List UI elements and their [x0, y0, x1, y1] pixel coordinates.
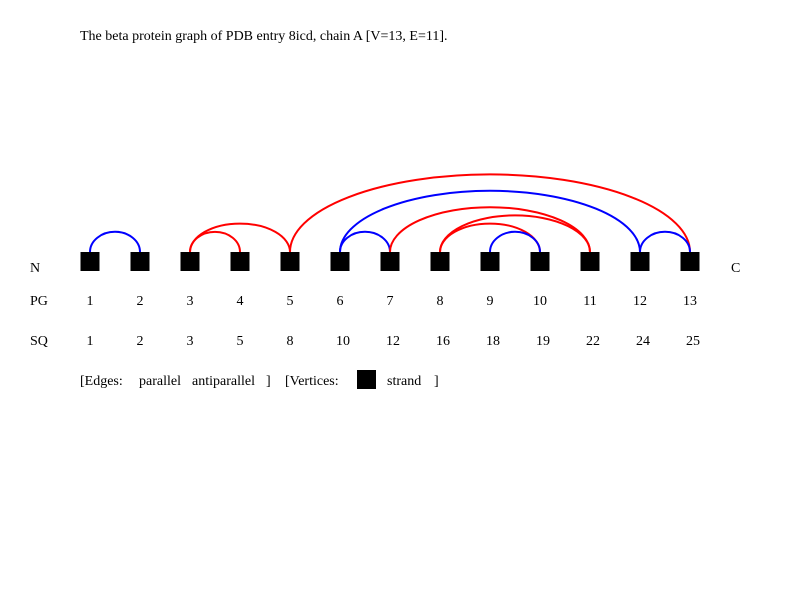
strand-vertex-10 [530, 252, 550, 271]
vertices-layer [80, 252, 700, 271]
sq-label-10: 19 [536, 334, 550, 349]
pg-label-2: 2 [137, 294, 144, 309]
strand-vertex-9 [480, 252, 500, 271]
sq-label-12: 24 [636, 334, 650, 349]
legend-strand-label: strand [387, 374, 421, 389]
sq-label-9: 18 [486, 334, 500, 349]
edge-antiparallel-1-2 [89, 230, 141, 253]
c-terminus-label: C [731, 261, 740, 276]
legend-edges-prefix: [Edges: [80, 374, 123, 389]
pg-label-9: 9 [487, 294, 494, 309]
edge-antiparallel-9-10 [489, 230, 541, 253]
n-terminus-label: N [30, 261, 40, 276]
strand-vertex-3 [180, 252, 200, 271]
pg-label-7: 7 [387, 294, 394, 309]
sq-label-5: 8 [287, 334, 294, 349]
pg-label-11: 11 [583, 294, 596, 309]
graph-title: The beta protein graph of PDB entry 8icd… [80, 29, 448, 44]
sq-label-7: 12 [386, 334, 400, 349]
sq-labels-layer: 1 2 3 5 8 10 12 16 18 19 22 24 25 [87, 334, 701, 349]
strand-vertex-11 [580, 252, 600, 271]
edge-parallel-7-11 [389, 206, 591, 253]
legend-strand-square-icon [357, 370, 376, 389]
strand-vertex-8 [430, 252, 450, 271]
sq-label-11: 22 [586, 334, 600, 349]
edge-parallel-3-4 [189, 230, 241, 253]
edge-antiparallel-12-13 [639, 230, 691, 253]
strand-vertex-6 [330, 252, 350, 271]
legend-antiparallel-label: antiparallel [192, 374, 255, 389]
pg-label-8: 8 [437, 294, 444, 309]
sq-label-4: 5 [237, 334, 244, 349]
sq-label-1: 1 [87, 334, 94, 349]
legend: [Edges: parallel antiparallel ] [Vertice… [80, 370, 439, 389]
sq-label-13: 25 [686, 334, 700, 349]
strand-vertex-5 [280, 252, 300, 271]
pg-label-1: 1 [87, 294, 94, 309]
pg-label-13: 13 [683, 294, 697, 309]
pg-label-4: 4 [237, 294, 244, 309]
edge-antiparallel-6-12 [339, 189, 641, 253]
strand-vertex-4 [230, 252, 250, 271]
strand-vertex-12 [630, 252, 650, 271]
legend-vertices-suffix: ] [434, 374, 439, 389]
edge-parallel-5-13 [289, 173, 691, 253]
edge-antiparallel-6-7 [339, 230, 391, 253]
edge-parallel-3-5 [189, 222, 291, 253]
strand-vertex-1 [80, 252, 100, 271]
pg-label-5: 5 [287, 294, 294, 309]
pg-label-12: 12 [633, 294, 647, 309]
pg-row-label: PG [30, 294, 48, 309]
pg-labels-layer: 1 2 3 4 5 6 7 8 9 10 11 12 13 [87, 294, 698, 309]
sq-label-3: 3 [187, 334, 194, 349]
strand-vertex-7 [380, 252, 400, 271]
strand-vertex-13 [680, 252, 700, 271]
sq-label-2: 2 [137, 334, 144, 349]
pg-label-3: 3 [187, 294, 194, 309]
sq-label-6: 10 [336, 334, 350, 349]
sq-label-8: 16 [436, 334, 450, 349]
legend-edges-suffix: ] [266, 374, 271, 389]
strand-vertex-2 [130, 252, 150, 271]
pg-label-6: 6 [337, 294, 344, 309]
edge-parallel-8-11 [439, 214, 591, 253]
legend-vertices-prefix: [Vertices: [285, 374, 339, 389]
sq-row-label: SQ [30, 334, 48, 349]
pg-label-10: 10 [533, 294, 547, 309]
edges-layer [89, 173, 691, 253]
legend-parallel-label: parallel [139, 374, 181, 389]
